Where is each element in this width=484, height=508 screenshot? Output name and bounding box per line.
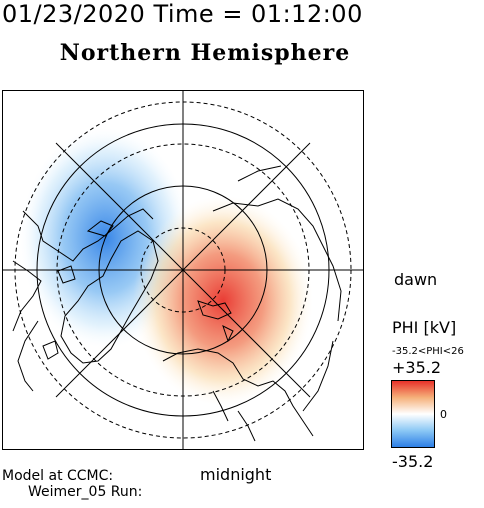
map-title: Northern Hemisphere	[59, 40, 351, 66]
model-credit-line2: Weimer_05 Run:	[28, 484, 143, 500]
colorbar-max-label: +35.2	[392, 358, 442, 377]
midnight-label: midnight	[200, 465, 272, 484]
colorbar-zero-label: 0	[440, 408, 447, 421]
polar-map-svg	[3, 91, 363, 449]
polar-map	[2, 90, 364, 450]
svalbard-islands	[197, 300, 234, 343]
datetime-header: 01/23/2020 Time = 01:12:00	[2, 0, 363, 28]
meridian-lines	[3, 91, 363, 449]
greenland-coast	[60, 230, 159, 364]
dawn-label: dawn	[394, 270, 438, 289]
colorbar-label: PHI [kV]	[392, 318, 457, 337]
scandinavian-coast	[162, 348, 314, 442]
colorbar	[391, 380, 435, 448]
model-credit-line1: Model at CCMC:	[2, 468, 114, 484]
coastlines	[12, 165, 342, 442]
colorbar-min-label: -35.2	[392, 452, 434, 471]
positive-potential-cell	[133, 195, 313, 406]
arctic-islands-nw	[42, 220, 114, 360]
siberian-coast	[212, 165, 342, 412]
colorbar-range-text: -35.2<PHI<26	[392, 346, 464, 357]
